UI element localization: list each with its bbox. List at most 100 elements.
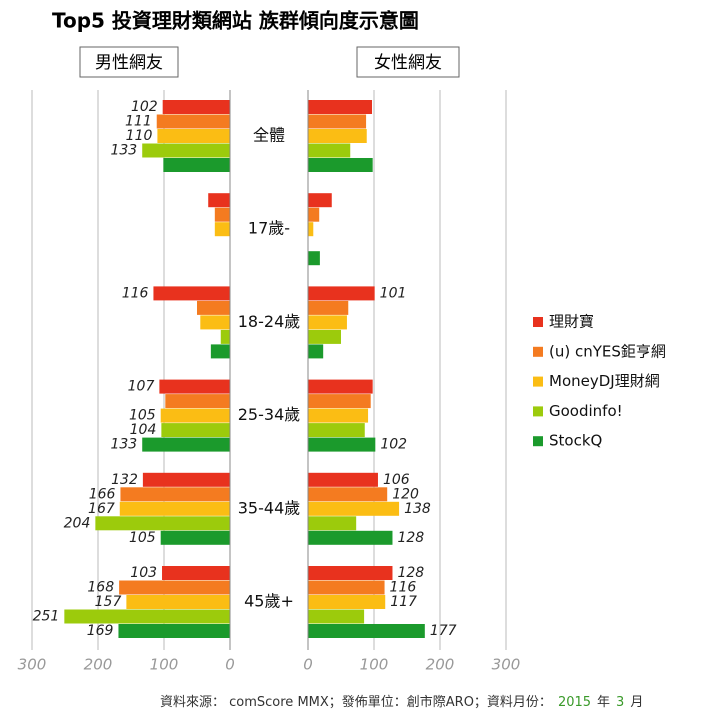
- value-label: 116: [390, 580, 417, 596]
- bar: [165, 394, 230, 409]
- bar: [308, 114, 367, 129]
- bar: [214, 207, 230, 222]
- bar: [208, 193, 230, 208]
- panel-box: [79, 46, 179, 78]
- bar: [200, 315, 230, 330]
- legend-swatch: [533, 346, 543, 357]
- bar: [308, 624, 425, 638]
- source: 資料來源： comScore MMX；發佈單位：創市際ARO；資料月份： 2015…: [160, 694, 643, 710]
- source-month: 3: [616, 695, 624, 710]
- bar: [308, 437, 376, 452]
- bar: [163, 158, 230, 172]
- bar: [308, 315, 347, 330]
- bar: [308, 423, 365, 438]
- panel-box: [356, 46, 460, 78]
- bar: [64, 609, 230, 624]
- bar: [156, 114, 230, 129]
- value-label: 138: [404, 501, 431, 517]
- value-label: 117: [390, 594, 417, 610]
- bar: [308, 286, 375, 301]
- source-year: 2015: [558, 695, 591, 710]
- value-label: 251: [33, 609, 60, 625]
- value-label: 104: [130, 422, 157, 438]
- value-label: 107: [128, 379, 155, 395]
- panel-title: 男性網友: [95, 53, 163, 73]
- source-month-unit: 月: [630, 695, 643, 710]
- bar: [120, 487, 230, 502]
- legend-swatch: [533, 376, 543, 387]
- category-label: 全體: [253, 126, 285, 145]
- value-label: 133: [110, 437, 137, 453]
- x-tick-label: 100: [360, 656, 389, 674]
- value-label: 120: [392, 486, 419, 502]
- value-label: 128: [397, 530, 424, 546]
- bar: [308, 516, 357, 531]
- value-label: 106: [383, 472, 410, 488]
- bar: [308, 609, 365, 624]
- bar: [308, 158, 373, 172]
- bar: [159, 379, 230, 394]
- source-text: 資料來源： comScore MMX；發佈單位：創市際ARO；資料月份：: [160, 694, 552, 710]
- legend-label: (u) cnYES鉅亨網: [549, 342, 666, 360]
- legend-label: MoneyDJ理財網: [549, 372, 660, 390]
- bar: [118, 624, 230, 638]
- source-year-unit: 年: [597, 695, 610, 710]
- legend-swatch: [533, 317, 543, 327]
- bar: [308, 129, 367, 143]
- value-label: 133: [110, 143, 137, 159]
- bar: [161, 423, 230, 438]
- category-label: 25-34歲: [238, 405, 301, 424]
- chart-title: Top5 投資理財類網站 族群傾向度示意圖: [52, 9, 419, 33]
- x-tick-label: 0: [225, 656, 235, 674]
- bar: [308, 344, 324, 359]
- bar: [119, 580, 230, 595]
- legend-label: StockQ: [549, 432, 602, 450]
- bar: [308, 222, 314, 237]
- x-tick-label: 200: [84, 656, 113, 674]
- bar: [162, 566, 230, 580]
- value-label: 102: [380, 437, 407, 453]
- value-label: 110: [126, 128, 153, 144]
- bar: [153, 286, 230, 301]
- bar: [308, 100, 373, 114]
- category-label: 45歲+: [244, 592, 294, 611]
- value-label: 168: [87, 580, 114, 596]
- bar: [308, 472, 378, 487]
- value-label: 102: [131, 99, 158, 115]
- bar: [126, 595, 230, 609]
- legend-swatch: [533, 406, 543, 417]
- value-label: 111: [125, 114, 152, 130]
- bar: [308, 193, 332, 208]
- value-label: 166: [89, 486, 116, 502]
- x-tick-label: 300: [18, 656, 47, 674]
- value-label: 157: [95, 594, 122, 610]
- bar: [308, 566, 393, 580]
- value-label: 128: [397, 565, 424, 581]
- bar: [157, 129, 230, 143]
- value-label: 204: [64, 515, 91, 531]
- bar: [308, 580, 385, 595]
- bar: [210, 344, 230, 359]
- bar: [142, 143, 230, 158]
- bar: [308, 501, 400, 516]
- bar: [308, 300, 349, 315]
- value-label: 116: [122, 285, 149, 301]
- bar: [308, 530, 393, 545]
- value-label: 101: [380, 285, 407, 301]
- bar: [308, 207, 320, 222]
- bar: [142, 437, 230, 452]
- bar: [119, 501, 230, 516]
- bar: [162, 100, 230, 114]
- x-tick-label: 200: [426, 656, 455, 674]
- value-label: 105: [129, 530, 156, 546]
- value-label: 177: [430, 623, 457, 639]
- value-label: 105: [129, 408, 156, 424]
- bar: [308, 394, 371, 409]
- bar: [95, 516, 230, 531]
- bar: [220, 329, 230, 344]
- value-label: 169: [87, 623, 114, 639]
- bar: [308, 143, 351, 158]
- bar: [308, 379, 373, 394]
- legend-label: Goodinfo!: [549, 402, 623, 420]
